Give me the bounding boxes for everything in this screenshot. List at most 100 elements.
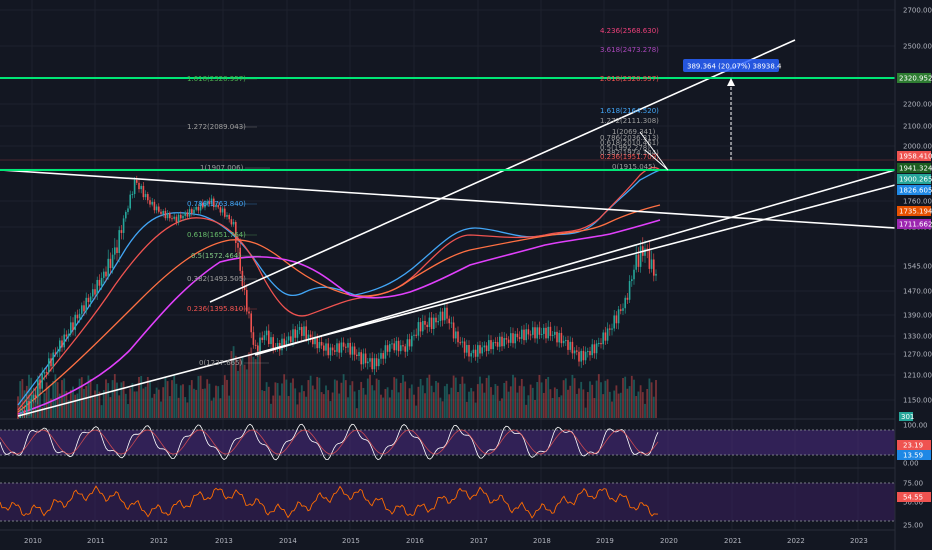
- measure-tool[interactable]: 389.364 (20.07%) 38938.4: [683, 59, 782, 160]
- volume-bar: [342, 374, 345, 418]
- volume-bar: [133, 391, 136, 418]
- candle-body: [59, 340, 61, 352]
- volume-bar: [17, 396, 19, 418]
- candle-body: [54, 352, 57, 354]
- volume-bar: [366, 378, 369, 418]
- candle-body: [301, 327, 303, 336]
- price-label: 2000.000: [903, 143, 932, 151]
- candle-body: [468, 345, 470, 357]
- candle-body: [472, 349, 475, 354]
- candle-body: [213, 198, 215, 208]
- volume-bar: [210, 400, 213, 418]
- candle-body: [518, 337, 521, 339]
- volume-bar: [382, 397, 385, 418]
- candle-body: [624, 297, 626, 309]
- candle-body: [334, 350, 336, 352]
- candle-body: [74, 314, 76, 331]
- rsi-axis-label: 25.00: [903, 522, 923, 530]
- candle-body: [336, 343, 338, 352]
- volume-bar: [23, 390, 26, 418]
- candle-body: [494, 342, 497, 344]
- volume-bar: [289, 382, 292, 418]
- candle-body: [259, 337, 261, 352]
- stoch-tag-text: 13.59: [903, 452, 923, 460]
- price-label: 2700.000: [903, 7, 932, 15]
- candle-body: [644, 248, 646, 256]
- volume-bar: [558, 397, 561, 418]
- candle-body: [437, 320, 439, 323]
- candle-body: [127, 208, 129, 212]
- volume-bar: [377, 379, 380, 418]
- price-tag: [897, 174, 931, 184]
- candle-body: [461, 341, 464, 343]
- candle-body: [23, 410, 26, 416]
- volume-bar: [589, 381, 591, 418]
- candle-body: [166, 213, 169, 219]
- volume-bar: [457, 392, 459, 418]
- volume-bar: [362, 387, 365, 418]
- volume-bar: [611, 401, 613, 418]
- candle-body: [151, 201, 153, 205]
- volume-bar: [223, 375, 226, 418]
- volume-bar: [474, 402, 477, 418]
- fib-left-label: 0.618(1651.764): [187, 231, 246, 239]
- volume-bar: [529, 384, 532, 418]
- volume-bar: [549, 389, 552, 418]
- candle-body: [149, 200, 151, 205]
- candle-body: [281, 338, 283, 351]
- price-label: 1470.000: [903, 288, 932, 296]
- time-label: 2011: [87, 537, 105, 545]
- candle-body: [413, 334, 415, 336]
- candle-body: [252, 332, 255, 345]
- price-axis[interactable]: 2700.0002500.0002400.0002200.0002100.000…: [894, 0, 932, 550]
- candle-body: [397, 340, 400, 352]
- candle-body: [191, 209, 193, 214]
- volume-bar: [351, 381, 354, 418]
- volume-bar: [122, 381, 125, 418]
- volume-bar: [353, 391, 356, 418]
- volume-bar: [160, 401, 162, 418]
- candle-body: [153, 201, 156, 211]
- candle-body: [633, 269, 635, 280]
- candle-body: [595, 343, 598, 354]
- fib-right-label: 2.618(2320.957): [600, 75, 659, 83]
- volume-bar: [496, 385, 499, 418]
- volume-bar: [608, 391, 611, 418]
- candle-body: [545, 327, 547, 339]
- volume-bar: [536, 381, 539, 418]
- candle-body: [250, 313, 252, 333]
- candle-body: [345, 346, 347, 348]
- candle-body: [505, 338, 508, 340]
- time-label: 2013: [215, 537, 233, 545]
- time-axis[interactable]: 2010 2011 2012 2013 2014 2015 2016 2017 2018 2019…: [0, 529, 895, 545]
- volume-bar: [331, 392, 334, 418]
- fib-right-label: 4.236(2568.630): [600, 27, 659, 35]
- volume-bar: [250, 347, 253, 418]
- candle-body: [404, 346, 406, 352]
- volume-bar: [538, 374, 541, 418]
- volume-bar: [109, 397, 112, 418]
- candle-body: [382, 353, 384, 359]
- candle-body: [114, 247, 116, 255]
- candle-body: [180, 214, 182, 219]
- candle-body: [290, 336, 292, 343]
- candle-body: [171, 218, 173, 220]
- candle-body: [226, 214, 228, 217]
- volume-bar: [173, 374, 176, 418]
- volume-bar: [635, 396, 638, 418]
- candle-body: [540, 333, 543, 335]
- price-tag: [897, 163, 931, 173]
- candle-body: [408, 339, 411, 347]
- candle-body: [507, 339, 510, 343]
- candle-body: [351, 346, 354, 355]
- volume-bar: [630, 375, 633, 418]
- candle-body: [160, 211, 162, 214]
- candle-body: [70, 322, 72, 334]
- price-label: 1390.000: [903, 312, 932, 320]
- volume-bar: [256, 346, 259, 418]
- fib-right-label: 0.786(2036.313): [600, 134, 659, 142]
- candle-body: [217, 205, 219, 208]
- volume-bar: [131, 383, 134, 418]
- candle-body: [136, 179, 138, 183]
